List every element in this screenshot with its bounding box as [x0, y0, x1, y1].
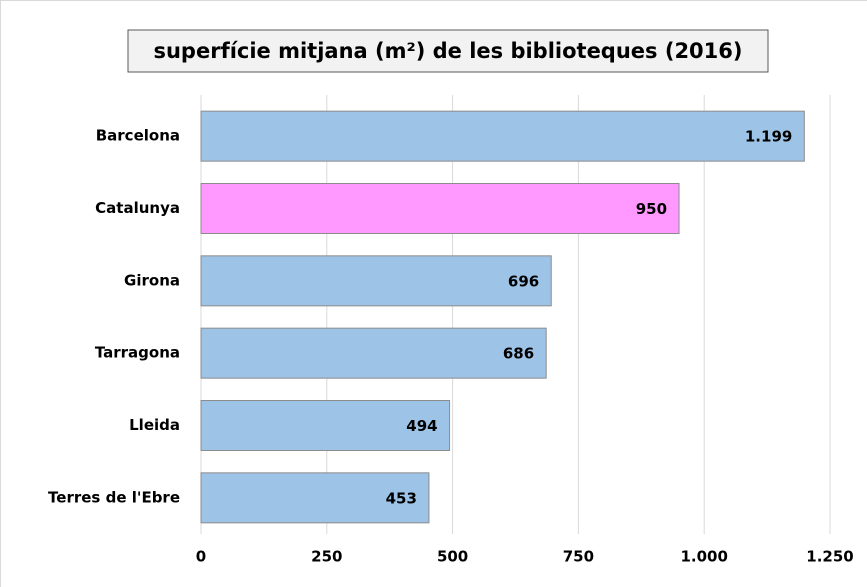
y-tick-label: Catalunya [95, 199, 180, 217]
y-tick-label: Lleida [129, 416, 180, 434]
data-label: 453 [386, 489, 417, 507]
y-tick-label: Girona [124, 271, 180, 289]
title-box [127, 29, 769, 73]
x-tick-label: 500 [437, 548, 468, 566]
x-tick-label: 1.000 [680, 548, 727, 566]
data-label: 686 [503, 345, 534, 363]
bar [200, 110, 805, 162]
x-tick-label: 0 [196, 548, 206, 566]
x-tick-label: 250 [311, 548, 342, 566]
x-tick-label: 750 [563, 548, 594, 566]
bar [200, 183, 680, 234]
bar [200, 400, 451, 451]
bar [200, 327, 547, 379]
chart-title: superfície mitjana (m²) de les biblioteq… [153, 39, 742, 63]
y-tick-label: Tarragona [95, 344, 180, 362]
bar [200, 255, 552, 307]
data-label: 696 [508, 272, 539, 290]
data-label: 1.199 [745, 128, 792, 146]
bar [200, 472, 430, 524]
y-tick-label: Terres de l'Ebre [48, 488, 180, 506]
y-tick-label: Barcelona [96, 127, 180, 145]
data-label: 494 [406, 417, 437, 435]
data-label: 950 [636, 200, 667, 218]
x-tick-label: 1.250 [806, 548, 853, 566]
